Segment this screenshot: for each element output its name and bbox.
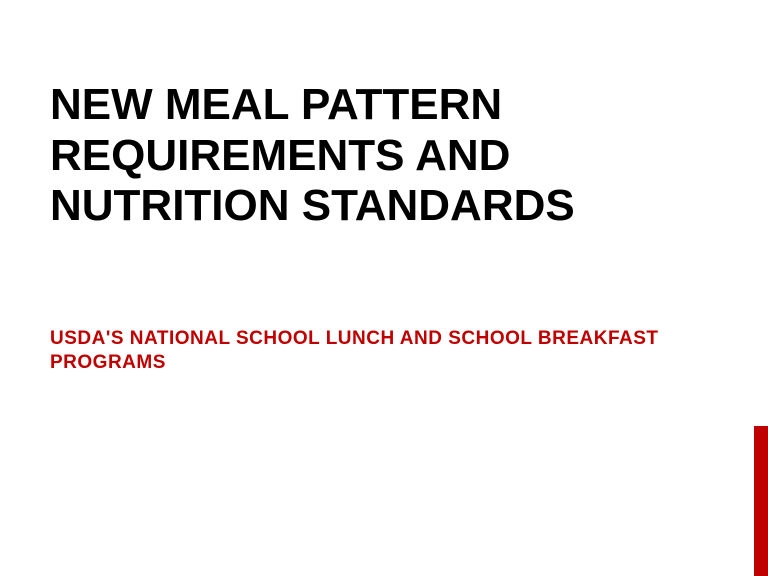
slide: NEW MEAL PATTERN REQUIREMENTS AND NUTRIT… <box>0 0 768 576</box>
slide-title: NEW MEAL PATTERN REQUIREMENTS AND NUTRIT… <box>50 80 718 232</box>
accent-bar <box>754 426 768 576</box>
slide-subtitle: USDA'S NATIONAL SCHOOL LUNCH AND SCHOOL … <box>50 327 718 376</box>
